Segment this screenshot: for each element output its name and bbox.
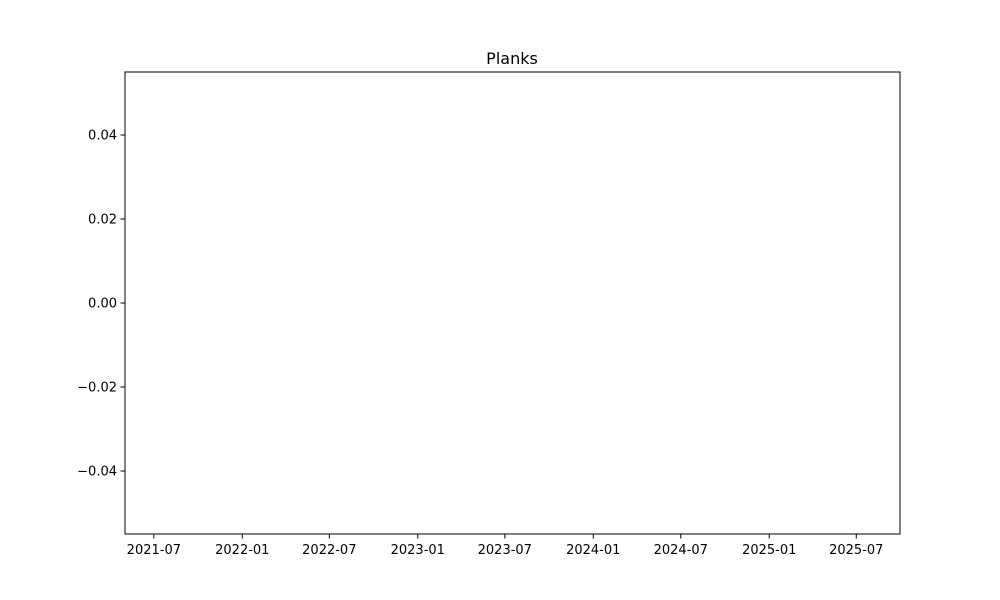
x-tick-label: 2025-07: [829, 543, 883, 558]
x-tick-label: 2021-07: [127, 543, 181, 558]
x-tick-label: 2024-01: [566, 543, 620, 558]
x-tick-label: 2022-01: [215, 543, 269, 558]
x-tick-label: 2023-01: [391, 543, 445, 558]
chart-title: Planks: [486, 49, 538, 68]
x-tick-label: 2023-07: [478, 543, 532, 558]
x-axis-ticks: 2021-07 2022-01 2022-07 2023-01 2023-07 2024-…: [127, 534, 883, 558]
y-tick-label: 0.00: [88, 297, 117, 312]
x-tick-label: 2024-07: [654, 543, 708, 558]
y-tick-label: 0.02: [88, 213, 117, 228]
y-tick-label: −0.02: [77, 381, 117, 396]
y-tick-label: −0.04: [77, 465, 117, 480]
x-tick-label: 2022-07: [302, 543, 356, 558]
plot-area: [124, 71, 901, 535]
x-tick-label: 2025-01: [742, 543, 796, 558]
y-axis-ticks: 0.04 0.02 0.00 −0.02 −0.04: [77, 129, 125, 480]
y-tick-label: 0.04: [88, 129, 117, 144]
